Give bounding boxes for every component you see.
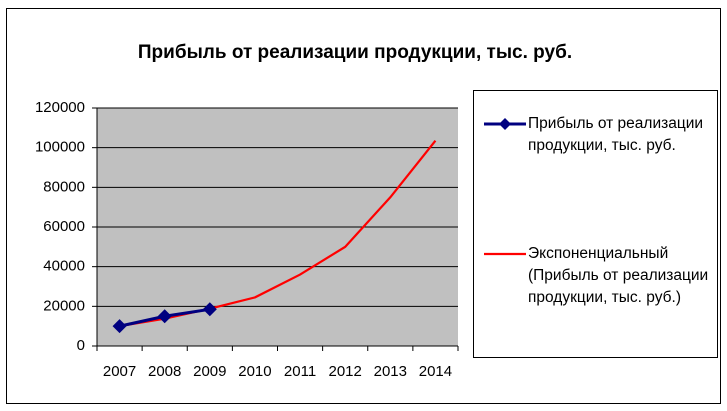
x-tick-label: 2011 [284,363,316,380]
y-tick-label: 40000 [43,258,85,275]
x-tick-label: 2012 [329,363,362,380]
legend-swatch [484,118,526,130]
legend-label: Экспоненциальный (Прибыль от реализации … [528,245,709,306]
legend-item: Прибыль от реализации продукции, тыс. ру… [482,113,713,157]
chart-border [6,8,721,404]
x-tick-label: 2009 [193,363,226,380]
x-tick-label: 2007 [103,363,136,380]
data-point [157,309,172,324]
legend-marker [499,118,511,130]
chart-title: Прибыль от реализации продукции, тыс. ру… [138,42,572,63]
y-tick-label: 60000 [43,218,85,235]
legend-swatch [484,252,526,256]
series-line [119,140,437,328]
data-point [112,319,127,334]
data-point [202,302,217,317]
x-tick-label: 2010 [238,363,271,380]
y-tick-label: 0 [77,337,85,354]
legend-label: Прибыль от реализации продукции, тыс. ру… [528,115,704,154]
y-tick-label: 20000 [43,297,85,314]
legend-item: Экспоненциальный (Прибыль от реализации … [482,243,713,309]
y-tick-label: 80000 [43,178,85,195]
x-tick-label: 2014 [419,363,452,380]
x-tick-label: 2013 [374,363,407,380]
x-tick-label: 2008 [148,363,181,380]
y-tick-label: 100000 [35,139,85,156]
legend: Прибыль от реализации продукции, тыс. ру… [473,90,718,358]
y-tick-label: 120000 [35,99,85,116]
